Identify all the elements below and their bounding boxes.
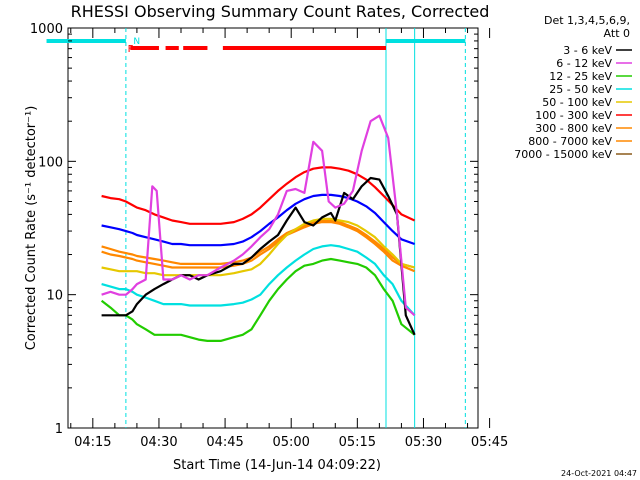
x-tick-label: 05:15 [339,435,376,450]
x-axis: 04:15 04:30 04:45 05:00 05:15 05:30 05:45 [70,28,508,450]
y-tick-label: 1 [55,422,63,437]
series-line-100-300-keV [101,166,416,225]
series-layer [100,114,416,342]
legend-entry-label: 25 - 50 keV [549,83,612,96]
series-line-800-7000-keV [101,221,416,273]
y-tick-label: 1000 [30,22,63,37]
plot-area [67,27,479,429]
y-tick-label: 100 [38,155,63,170]
legend-entry-label: 300 - 800 keV [535,122,612,135]
series-line-50-100-keV [101,217,415,277]
x-tick-label: 05:30 [405,435,442,450]
series-line-7000-15000-keV [101,193,415,247]
x-tick-label: 04:45 [206,435,243,450]
series-line-12-25-keV [100,257,416,342]
x-axis-title: Start Time (14-Jun-14 04:09:22) [173,458,381,473]
chart-title: RHESSI Observing Summary Count Rates, Co… [71,2,490,21]
y-tick-label: 10 [46,289,63,304]
legend-entry-label: 6 - 12 keV [556,57,612,70]
series-line-3-6-keV [101,176,416,336]
plot-frame [67,27,479,429]
x-tick-label: 04:30 [140,435,177,450]
generation-timestamp: 24-Oct-2021 04:47 [561,469,637,478]
legend-entry-label: 7000 - 15000 keV [514,148,612,161]
y-axis-title: Corrected Count Rate (s⁻¹ detector⁻¹) [24,106,39,351]
legend-entry-label: 800 - 7000 keV [528,135,612,148]
legend-header-line: Att 0 [604,27,630,40]
legend-entry-label: 50 - 100 keV [542,96,612,109]
night-label: N [133,37,140,47]
legend-header-line: Det 1,3,4,5,6,9, [544,14,630,27]
x-tick-label: 05:45 [471,435,508,450]
legend-entry-label: 100 - 300 keV [535,109,612,122]
x-tick-label: 05:00 [272,435,309,450]
legend-entry-label: 3 - 6 keV [563,44,612,57]
x-tick-label: 04:15 [74,435,111,450]
annotations: NF [46,28,466,428]
series-line-6-12-keV [101,114,416,317]
legend-entry-label: 12 - 25 keV [549,70,612,83]
y-axis: 1 10 100 1000 [30,22,478,437]
